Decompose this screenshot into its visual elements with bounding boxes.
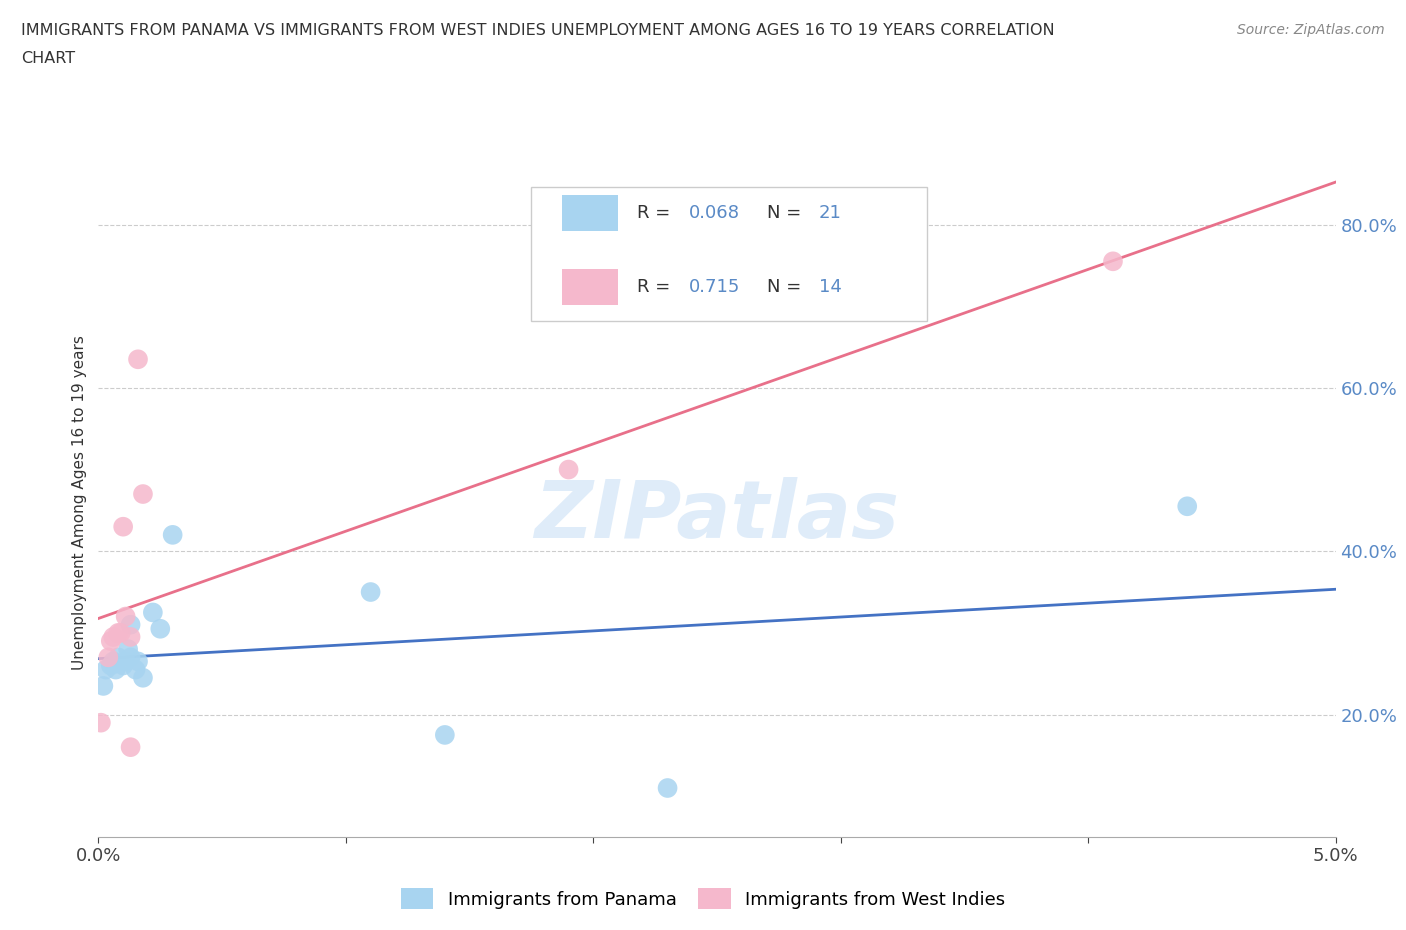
Point <box>127 654 149 669</box>
Point <box>360 585 382 600</box>
Point <box>120 739 142 754</box>
Text: N =: N = <box>766 277 807 296</box>
Point <box>107 650 129 665</box>
Point <box>103 630 125 644</box>
Point <box>1102 254 1125 269</box>
Point <box>149 621 172 636</box>
Point <box>110 625 132 640</box>
Point <box>1175 498 1198 513</box>
Text: IMMIGRANTS FROM PANAMA VS IMMIGRANTS FROM WEST INDIES UNEMPLOYMENT AMONG AGES 16: IMMIGRANTS FROM PANAMA VS IMMIGRANTS FRO… <box>21 23 1054 38</box>
Point <box>107 625 129 640</box>
Point <box>433 727 456 742</box>
Point <box>103 654 125 669</box>
FancyBboxPatch shape <box>531 188 928 322</box>
Point <box>132 671 155 685</box>
Text: 14: 14 <box>818 277 841 296</box>
Y-axis label: Unemployment Among Ages 16 to 19 years: Unemployment Among Ages 16 to 19 years <box>72 335 87 670</box>
Point <box>90 715 112 730</box>
Text: ZIPatlas: ZIPatlas <box>534 476 900 554</box>
Point <box>657 780 679 795</box>
Point <box>114 609 136 624</box>
Point <box>100 658 122 673</box>
Point <box>112 658 135 673</box>
Legend: Immigrants from Panama, Immigrants from West Indies: Immigrants from Panama, Immigrants from … <box>394 881 1012 916</box>
Point <box>94 662 117 677</box>
Point <box>117 642 139 657</box>
Point <box>120 630 142 644</box>
Point <box>120 650 142 665</box>
Point <box>124 662 146 677</box>
Text: R =: R = <box>637 204 676 222</box>
Point <box>114 654 136 669</box>
Point <box>142 605 165 620</box>
Text: Source: ZipAtlas.com: Source: ZipAtlas.com <box>1237 23 1385 37</box>
Bar <box>562 195 619 231</box>
Point <box>120 618 142 632</box>
Text: CHART: CHART <box>21 51 75 66</box>
Point <box>132 486 155 501</box>
Point <box>93 679 115 694</box>
Text: N =: N = <box>766 204 807 222</box>
Point <box>97 650 120 665</box>
Text: 21: 21 <box>818 204 841 222</box>
Text: 0.715: 0.715 <box>689 277 740 296</box>
Text: 0.068: 0.068 <box>689 204 740 222</box>
Point <box>112 519 135 534</box>
Point <box>557 462 579 477</box>
Bar <box>562 269 619 305</box>
Point <box>104 662 127 677</box>
Point <box>127 352 149 366</box>
Point <box>162 527 184 542</box>
Text: R =: R = <box>637 277 676 296</box>
Point <box>100 633 122 648</box>
